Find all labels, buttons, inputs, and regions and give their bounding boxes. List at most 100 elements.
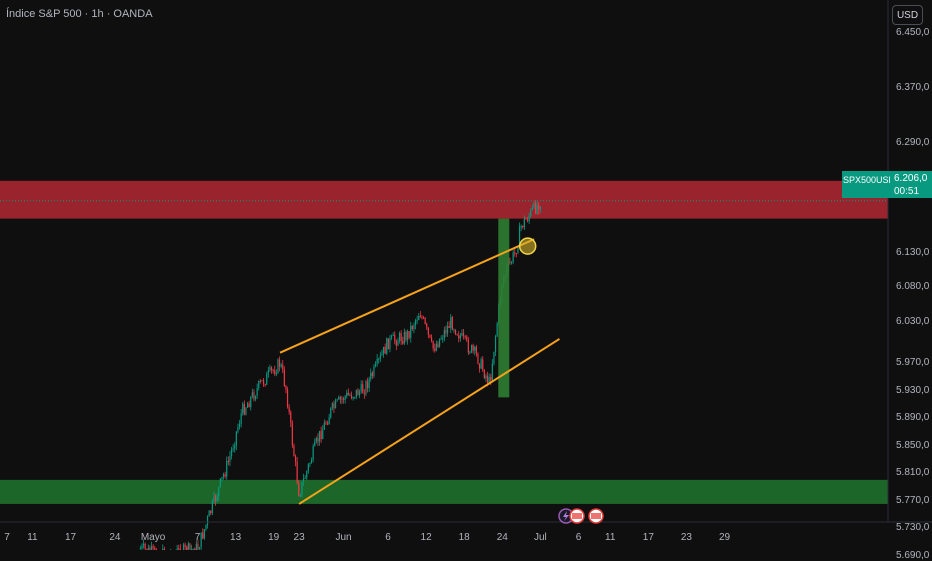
candle-body (470, 345, 473, 353)
x-tick-label: 6 (385, 532, 391, 543)
candle-body (205, 524, 207, 530)
breakout-marker[interactable] (518, 237, 537, 255)
candle-body (197, 543, 199, 550)
candle-body (445, 330, 447, 334)
candle-body (371, 372, 373, 376)
candle-body (342, 398, 345, 400)
last-price-tag: 6.206,0 00:51 (890, 171, 932, 198)
x-tick-label: 6 (575, 532, 582, 543)
candle-body (424, 317, 426, 324)
x-tick-label: Mayo (140, 532, 166, 543)
y-tick-label: 6.370,0 (896, 82, 930, 93)
x-tick-label: 23 (293, 532, 305, 543)
candle-body (208, 510, 210, 517)
candle-body (414, 320, 417, 326)
candle-body (189, 543, 191, 550)
candle-body (435, 343, 437, 351)
x-tick-label: 17 (64, 532, 77, 543)
candle-body (339, 397, 341, 400)
candle-body (368, 378, 370, 389)
candle-body (480, 359, 482, 369)
candle-body (421, 317, 423, 319)
candle-body (307, 464, 309, 472)
candle-body (282, 364, 284, 370)
candle-body (413, 325, 415, 330)
candle-body (539, 206, 541, 210)
candle-body (376, 358, 378, 364)
candle-body (234, 445, 236, 449)
candle-body (256, 388, 258, 397)
candle-body (427, 327, 429, 335)
x-tick-label: Jun (335, 532, 352, 543)
candle-body (363, 393, 365, 395)
candle-body (477, 353, 479, 364)
candle-body (432, 340, 434, 349)
candle-body (333, 403, 335, 409)
candle-body (336, 399, 338, 401)
candle-body (280, 364, 282, 367)
channel-lower-line[interactable] (298, 338, 560, 505)
x-tick-label: 29 (718, 532, 731, 543)
candle-body (357, 389, 359, 396)
candle-body (226, 460, 228, 477)
candle-body (341, 398, 343, 400)
candle-body (352, 397, 354, 399)
candle-body (227, 460, 229, 462)
candle-body (195, 543, 197, 550)
candle-body (478, 363, 481, 369)
candle-body (176, 548, 178, 550)
candle-body (317, 438, 319, 442)
candle-body (320, 430, 322, 440)
candle-body (408, 331, 410, 338)
candle-body (194, 548, 196, 550)
candle-body (448, 326, 450, 329)
channel-upper-line[interactable] (279, 238, 535, 354)
candle-body (288, 406, 290, 413)
candle-body (306, 471, 308, 478)
candle-body (200, 532, 202, 548)
candle-body (533, 202, 535, 208)
x-tick-label: 13 (230, 532, 242, 543)
candle-body (243, 403, 245, 415)
candle-body (486, 375, 489, 383)
candle-body (246, 403, 249, 408)
candle-body (152, 546, 154, 548)
candle-body (322, 429, 324, 440)
candle-body (262, 380, 265, 385)
candle-body (522, 225, 524, 228)
candle-body (462, 333, 465, 337)
candle-body (186, 546, 188, 550)
candle-body (450, 317, 452, 329)
candle-body (349, 395, 351, 397)
candle-body (362, 384, 364, 394)
impulse-bar[interactable] (498, 218, 510, 398)
y-tick-label: 6.130,0 (896, 247, 930, 258)
x-tick-label: 7 (4, 532, 10, 543)
candle-body (309, 463, 311, 465)
resistance-zone[interactable] (0, 180, 888, 219)
candle-body (301, 481, 303, 496)
candle-body (267, 370, 269, 374)
candle-body (442, 338, 444, 340)
candle-body (310, 459, 313, 464)
candle-body (238, 423, 241, 428)
support-zone[interactable] (0, 479, 888, 504)
candle-body (472, 345, 474, 351)
x-tick-label: 18 (458, 532, 470, 543)
candle-body (512, 252, 514, 263)
candle-body (355, 389, 357, 397)
candle-body (210, 510, 212, 514)
candle-body (510, 262, 513, 264)
event-icons[interactable] (558, 508, 604, 524)
candle-body (456, 334, 458, 336)
candle-body (402, 341, 404, 344)
candle-body (283, 369, 285, 386)
symbol-label: SPX500USD (843, 175, 896, 185)
currency-button[interactable]: USD (892, 5, 923, 25)
candle-body (258, 381, 260, 389)
candle-body (461, 333, 463, 336)
candle-body (451, 317, 453, 330)
candle-body (203, 529, 205, 539)
candle-body (150, 546, 153, 550)
